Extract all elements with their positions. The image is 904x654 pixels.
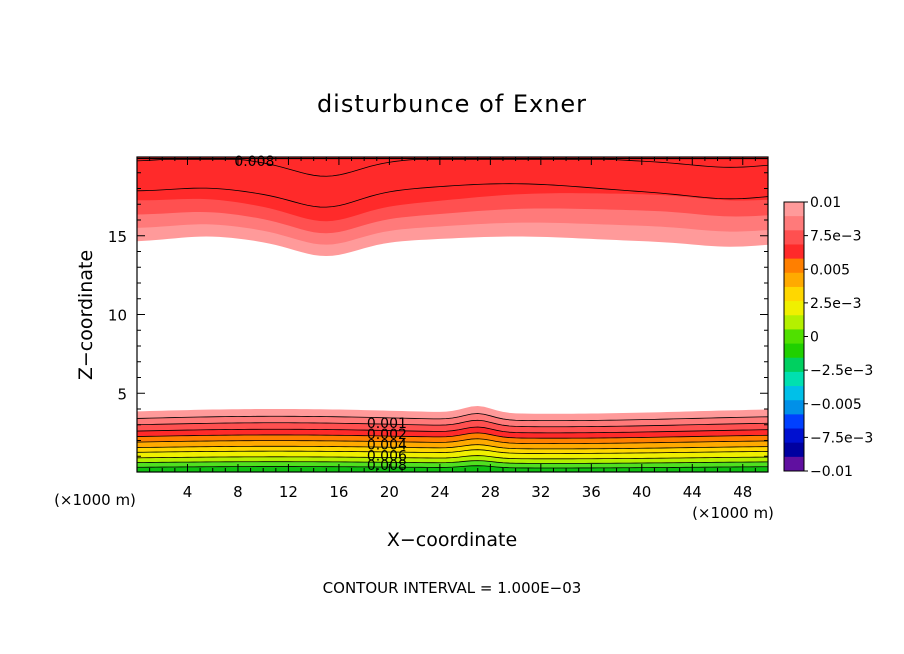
colorbar-swatch xyxy=(784,386,804,401)
colorbar-swatch xyxy=(784,456,804,472)
bottom-contour-line xyxy=(137,413,768,422)
x-unit-left: (×1000 m) xyxy=(54,491,136,509)
bottom-contour-line xyxy=(137,419,768,428)
bottom-contour-label: 0.006 xyxy=(367,448,407,464)
contour-fields xyxy=(137,157,768,472)
colorbar-swatch xyxy=(784,301,804,316)
colorbar-label: −2.5e−3 xyxy=(810,363,873,379)
colorbar-label: −7.5e−3 xyxy=(810,430,873,446)
top-fill-band xyxy=(137,157,768,222)
colorbar-swatch xyxy=(784,428,804,444)
x-tick-label: 24 xyxy=(430,483,449,501)
y-tick-label: 10 xyxy=(108,307,127,325)
colorbar-swatch xyxy=(784,400,804,415)
x-tick-label: 44 xyxy=(683,483,702,501)
colorbar-swatch xyxy=(784,442,804,458)
bottom-contour-label: 0.004 xyxy=(367,437,407,453)
x-tick-label: 36 xyxy=(582,483,601,501)
colorbar-swatch xyxy=(784,286,804,302)
y-tick-label: 15 xyxy=(108,228,127,246)
bottom-contour-label: 0.002 xyxy=(367,427,407,443)
x-tick-label: 4 xyxy=(183,483,193,501)
colorbar-label: −0.01 xyxy=(810,464,853,480)
bottom-contour-line xyxy=(137,426,768,434)
colorbar-swatch xyxy=(784,343,804,359)
colorbar-swatch xyxy=(784,315,804,330)
x-tick-label: 48 xyxy=(733,483,752,501)
bottom-contour-line xyxy=(137,444,768,450)
colorbar-swatch xyxy=(784,216,804,231)
contour-interval-note: CONTOUR INTERVAL = 1.000E−03 xyxy=(323,579,582,597)
colorbar-label: 0 xyxy=(810,330,819,346)
bottom-contour-line xyxy=(137,460,768,464)
bottom-contour-line xyxy=(137,449,768,454)
colorbar-label: 0.005 xyxy=(810,262,850,278)
x-tick-label: 16 xyxy=(329,483,348,501)
x-ticks: 4 8 12 16 20 24 28 32 36 40 44 48 xyxy=(149,157,756,501)
x-unit-right: (×1000 m) xyxy=(692,504,774,522)
bottom-contour-line xyxy=(137,465,768,469)
bottom-contour-line xyxy=(137,432,768,439)
x-tick-label: 28 xyxy=(481,483,500,501)
bottom-contour-line xyxy=(137,455,768,460)
x-axis-label: X−coordinate xyxy=(387,529,517,551)
x-tick-label: 12 xyxy=(279,483,298,501)
y-tick-label: 5 xyxy=(117,385,127,403)
bottom-contour-line xyxy=(137,438,768,444)
x-tick-label: 20 xyxy=(380,483,399,501)
colorbar-label: −0.005 xyxy=(810,397,862,413)
colorbar-label: 7.5e−3 xyxy=(810,229,862,245)
colorbar-swatch xyxy=(784,230,804,245)
top-contour-line xyxy=(137,183,768,208)
colorbar-swatch xyxy=(784,329,804,345)
top-contour-label: 0.008 xyxy=(234,154,274,170)
colorbar: 0.01 7.5e−3 0.005 2.5e−3 0 −2.5e−3 −0.005 −7.5e… xyxy=(783,195,873,480)
colorbar-swatch xyxy=(784,244,804,260)
y-ticks: 5 10 15 xyxy=(108,172,768,457)
colorbar-swatch xyxy=(784,371,804,387)
colorbar-swatch xyxy=(784,414,804,430)
colorbar-label: 2.5e−3 xyxy=(810,296,862,312)
colorbar-swatch xyxy=(784,258,804,274)
x-tick-label: 32 xyxy=(531,483,550,501)
bottom-contour-label: 0.001 xyxy=(367,416,407,432)
colorbar-label: 0.01 xyxy=(810,195,841,211)
x-tick-label: 8 xyxy=(233,483,243,501)
colorbar-swatch xyxy=(784,357,804,373)
x-tick-label: 40 xyxy=(632,483,651,501)
colorbar-swatch xyxy=(784,272,804,288)
colorbar-swatch xyxy=(784,202,804,217)
y-axis-label: Z−coordinate xyxy=(75,250,97,380)
chart-title: disturbunce of Exner xyxy=(317,90,587,118)
